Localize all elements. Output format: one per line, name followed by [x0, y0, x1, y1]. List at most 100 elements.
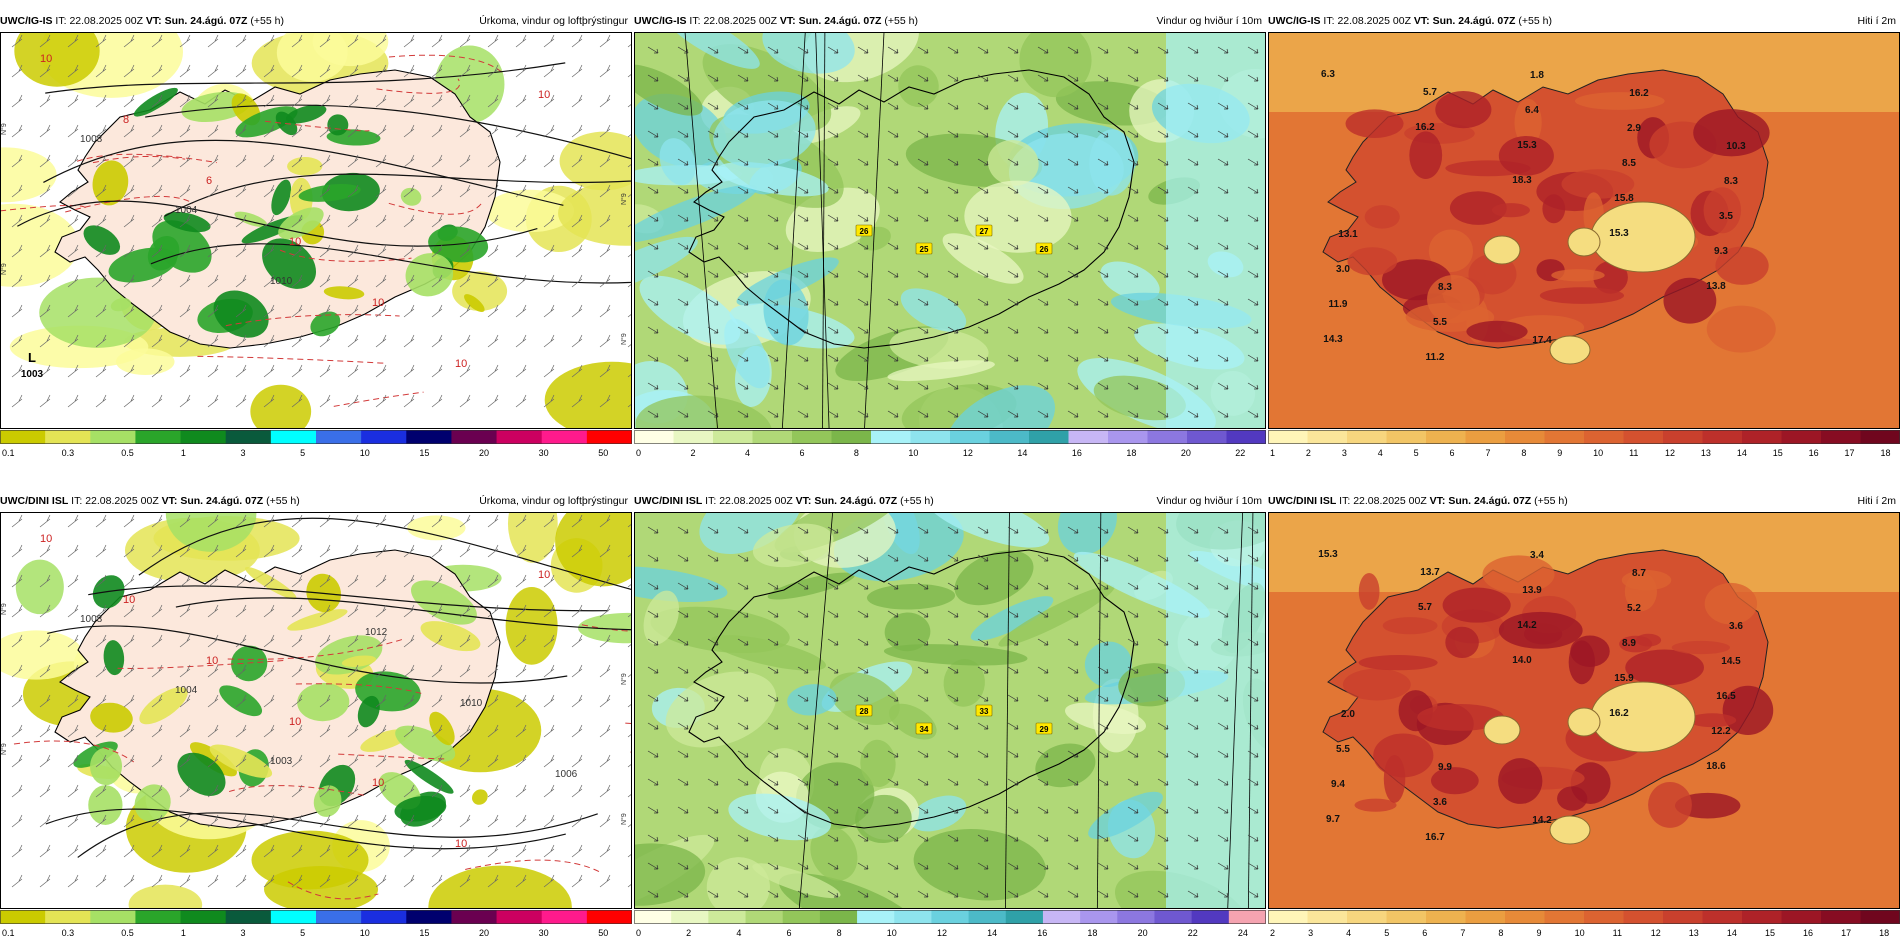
header-vt: Sun. 24.ágú. 07Z [1448, 495, 1531, 507]
panel-header: UWC/DINI ISL IT: 22.08.2025 00Z VT: Sun.… [1268, 492, 1900, 510]
colorbar-swatch [587, 910, 632, 924]
gridline-label: N°9 [620, 673, 628, 685]
colorbar-swatch [1069, 430, 1109, 444]
header-vt-label: VT: [796, 495, 812, 507]
colorbar-swatch [792, 430, 832, 444]
colorbar-tick-label: 8 [1498, 928, 1503, 938]
header-vt: Sun. 24.ágú. 07Z [165, 15, 248, 27]
precip-area [252, 831, 369, 890]
temperature-value-label: 14.2 [1532, 815, 1552, 826]
precip-area [407, 515, 465, 540]
temperature-value-label: 6.3 [1321, 69, 1335, 80]
temperature-area [1409, 131, 1442, 179]
header-it: 22.08.2025 00Z [69, 15, 143, 27]
colorbar-tick-label: 2 [686, 928, 691, 938]
colorbar-tick-label: 2 [1270, 928, 1275, 938]
temperature-value-label: 5.5 [1336, 744, 1350, 755]
colorbar-swatch [1148, 430, 1188, 444]
colorbar-swatch [1426, 430, 1466, 444]
temperature-value-label: 5.5 [1433, 317, 1447, 328]
colorbar-swatch [1545, 430, 1585, 444]
colorbar-swatch [542, 910, 588, 924]
colorbar-swatch [708, 910, 746, 924]
map-canvas: 100810041010108610101010N°9N°9N°9N°9L100… [0, 32, 632, 429]
forecast-panel-p4: UWC/DINI ISL IT: 22.08.2025 00Z VT: Sun.… [0, 492, 632, 952]
colorbar-tick-label: 3 [240, 928, 245, 938]
colorbar-swatch [857, 910, 895, 924]
colorbar-swatch [451, 910, 497, 924]
temperature-area [1542, 194, 1565, 223]
colorbar-swatch [911, 430, 951, 444]
colorbar-tick-label: 7 [1460, 928, 1465, 938]
gust-badge-value: 26 [860, 227, 869, 236]
gust-badge: 29 [1036, 723, 1052, 734]
temperature-value-label: 3.0 [1336, 264, 1350, 275]
colorbar-swatch [1268, 430, 1308, 444]
temperature-contour-label: 10 [538, 89, 550, 101]
colorbar-tick-label: 4 [745, 448, 750, 458]
glacier [1591, 682, 1695, 752]
temperature-value-label: 3.5 [1719, 211, 1733, 222]
colorbar-swatch [1426, 910, 1466, 924]
isobar-label: 1004 [175, 205, 198, 216]
gust-badge: 26 [1036, 243, 1052, 254]
temperature-value-label: 3.4 [1530, 550, 1544, 561]
colorbar-tick-label: 50 [598, 928, 608, 938]
panel-title: Vindur og hviður í 10m [1157, 12, 1262, 30]
colorbar-tick-label: 12 [963, 448, 973, 458]
temperature-contour-label: 10 [206, 655, 218, 667]
colorbar-swatch [1663, 910, 1703, 924]
temperature-value-label: 13.9 [1522, 585, 1542, 596]
temperature-value-label: 15.3 [1318, 549, 1338, 560]
colorbar-tick-label: 1 [1270, 448, 1275, 458]
colorbar-swatch [1742, 430, 1782, 444]
temperature-value-label: 3.6 [1433, 797, 1447, 808]
header-lead: (+55 h) [884, 15, 918, 27]
colorbar-swatch [226, 910, 272, 924]
temperature-contour-label: 10 [538, 569, 550, 581]
forecast-panel-p3: UWC/IG-IS IT: 22.08.2025 00Z VT: Sun. 24… [1268, 12, 1900, 472]
isobar-label: 1010 [460, 698, 483, 709]
gust-badge-value: 25 [920, 245, 929, 254]
temperature-value-label: 15.9 [1614, 673, 1634, 684]
header-model: UWC/DINI ISL [1268, 495, 1336, 507]
temperature-area [1466, 321, 1527, 342]
colorbar-swatch [1347, 430, 1387, 444]
colorbar-swatch [587, 430, 632, 444]
gust-badge: 25 [916, 243, 932, 254]
precip-area [506, 587, 558, 665]
colorbar-tick-label: 3 [1308, 928, 1313, 938]
header-it: 22.08.2025 00Z [1353, 495, 1427, 507]
low-pressure-symbol: L [28, 350, 36, 365]
colorbar-swatch [969, 910, 1007, 924]
colorbar-swatch [497, 430, 543, 444]
glacier [1568, 228, 1600, 256]
temperature-area [1427, 275, 1480, 323]
temperature-area [1445, 627, 1479, 658]
temperature-value-label: 15.3 [1517, 140, 1537, 151]
temperature-value-label: 13.8 [1706, 281, 1726, 292]
colorbar-swatch [271, 430, 317, 444]
temperature-area [1705, 583, 1757, 625]
colorbar-tick-label: 5 [1414, 448, 1419, 458]
temperature-area [1343, 669, 1411, 701]
temperature-value-label: 14.0 [1512, 655, 1532, 666]
temperature-area [1551, 269, 1604, 281]
isobar-label: 1008 [80, 614, 103, 625]
panel-title: Hiti í 2m [1857, 12, 1896, 30]
colorbar-swatch [713, 430, 753, 444]
header-model: UWC/IG-IS [1268, 15, 1321, 27]
colorbar-swatch [1387, 430, 1427, 444]
colorbar-swatch [1861, 430, 1900, 444]
colorbar-tick-label: 10 [360, 448, 370, 458]
colorbar-swatch [871, 430, 911, 444]
colorbar-swatch [820, 910, 858, 924]
header-it-label: IT: [55, 15, 66, 27]
colorbar-swatch [0, 430, 46, 444]
